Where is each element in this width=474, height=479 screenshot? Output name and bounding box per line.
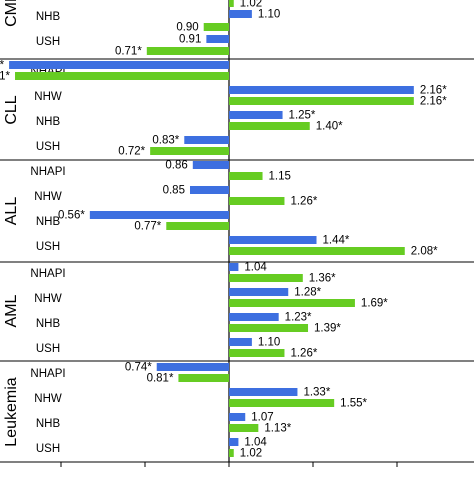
group-label: USH	[36, 141, 60, 153]
group-label: NHAPI	[30, 268, 65, 280]
bar-b	[229, 324, 309, 332]
data-label: 1.23*	[285, 312, 312, 324]
data-label: 1.55*	[340, 398, 367, 410]
bar-a	[189, 186, 229, 194]
group-label: NHW	[34, 191, 62, 203]
group-label: NHW	[34, 91, 62, 103]
data-label: 1.02	[240, 0, 262, 10]
data-label: 0.77*	[134, 221, 161, 233]
bar-b	[229, 0, 234, 7]
bar-a	[206, 35, 229, 43]
data-label: 0.56*	[58, 210, 85, 222]
group-label: NHB	[36, 318, 61, 330]
bar-b	[229, 172, 263, 180]
bar-b	[146, 47, 229, 55]
group-label: NHB	[36, 418, 61, 430]
group-label: NHW	[34, 293, 62, 305]
bar-a	[229, 313, 279, 321]
data-label: 0.72*	[118, 146, 145, 158]
group-label: USH	[36, 241, 60, 253]
data-label: 1.28*	[294, 287, 321, 299]
panel-label: Leukemia	[3, 377, 20, 446]
data-label: 2.16*	[420, 85, 447, 97]
data-label: 1.69*	[361, 298, 388, 310]
bar-a	[89, 211, 229, 219]
data-label: 1.39*	[314, 323, 341, 335]
bar-a	[184, 136, 229, 144]
group-label: USH	[36, 343, 60, 355]
bar-a	[229, 288, 289, 296]
data-label: 1.44*	[323, 235, 350, 247]
panel-label: CLL	[3, 95, 20, 124]
bar-b	[229, 399, 335, 407]
group-label: NHW	[34, 393, 62, 405]
data-label: 1.33*	[303, 387, 330, 399]
group-label: USH	[36, 36, 60, 48]
panel-label: AML	[3, 294, 20, 327]
bar-b	[229, 449, 234, 457]
bar-b	[229, 247, 405, 255]
bar-a	[229, 86, 414, 94]
bar-b	[229, 97, 414, 105]
data-label: 0.74*	[125, 362, 152, 374]
bar-a	[192, 161, 229, 169]
group-label: NHAPI	[30, 166, 65, 178]
bar-b	[229, 197, 285, 205]
data-label: 0.86	[165, 160, 187, 172]
data-label: 1.07	[251, 412, 273, 424]
group-label: NHB	[36, 216, 61, 228]
data-label: 0.91	[179, 34, 201, 46]
data-label: 1.02	[240, 448, 262, 460]
bar-a	[229, 338, 252, 346]
data-label: 1.40*	[316, 121, 343, 133]
bar-b	[203, 23, 229, 31]
data-label: 1.15	[269, 171, 291, 183]
data-label: 1.13*	[264, 423, 291, 435]
data-label: 1.10	[258, 337, 280, 349]
data-label: 1.36*	[309, 273, 336, 285]
data-label: 0.40*	[0, 60, 5, 72]
data-label: 1.25*	[289, 110, 316, 122]
bar-a	[229, 388, 298, 396]
data-label: 1.26*	[290, 348, 317, 360]
data-label: 1.26*	[290, 196, 317, 208]
bar-b	[178, 374, 229, 382]
data-label: 1.10	[258, 9, 280, 21]
panel-label: CML	[3, 0, 20, 27]
bar-b	[229, 424, 259, 432]
data-label: 0.81*	[147, 373, 174, 385]
data-label: 0.85	[163, 185, 185, 197]
bar-a	[229, 438, 239, 446]
group-label: NHB	[36, 11, 61, 23]
data-label: 2.08*	[411, 246, 438, 258]
data-label: 1.04	[244, 437, 267, 449]
data-label: 0.41*	[0, 71, 11, 83]
data-label: 0.71*	[115, 46, 142, 58]
data-label: 0.90	[176, 22, 198, 34]
bar-b	[15, 72, 230, 80]
group-label: USH	[36, 443, 60, 455]
bar-a	[229, 10, 252, 18]
bar-b	[229, 122, 310, 130]
bar-b	[229, 299, 355, 307]
data-label: 1.04	[244, 262, 267, 274]
data-label: 2.16*	[420, 96, 447, 108]
bar-a	[9, 61, 229, 69]
data-label: 0.83*	[152, 135, 179, 147]
bar-a	[229, 263, 239, 271]
bar-b	[166, 222, 229, 230]
group-label: NHB	[36, 116, 61, 128]
bar-a	[156, 363, 229, 371]
bar-a	[229, 111, 283, 119]
bar-b	[150, 147, 229, 155]
panel-label: ALL	[3, 197, 20, 226]
group-label: NHAPI	[30, 368, 65, 380]
bar-a	[229, 236, 317, 244]
bar-b	[229, 349, 285, 357]
bar-a	[229, 413, 246, 421]
bar-b	[229, 274, 303, 282]
